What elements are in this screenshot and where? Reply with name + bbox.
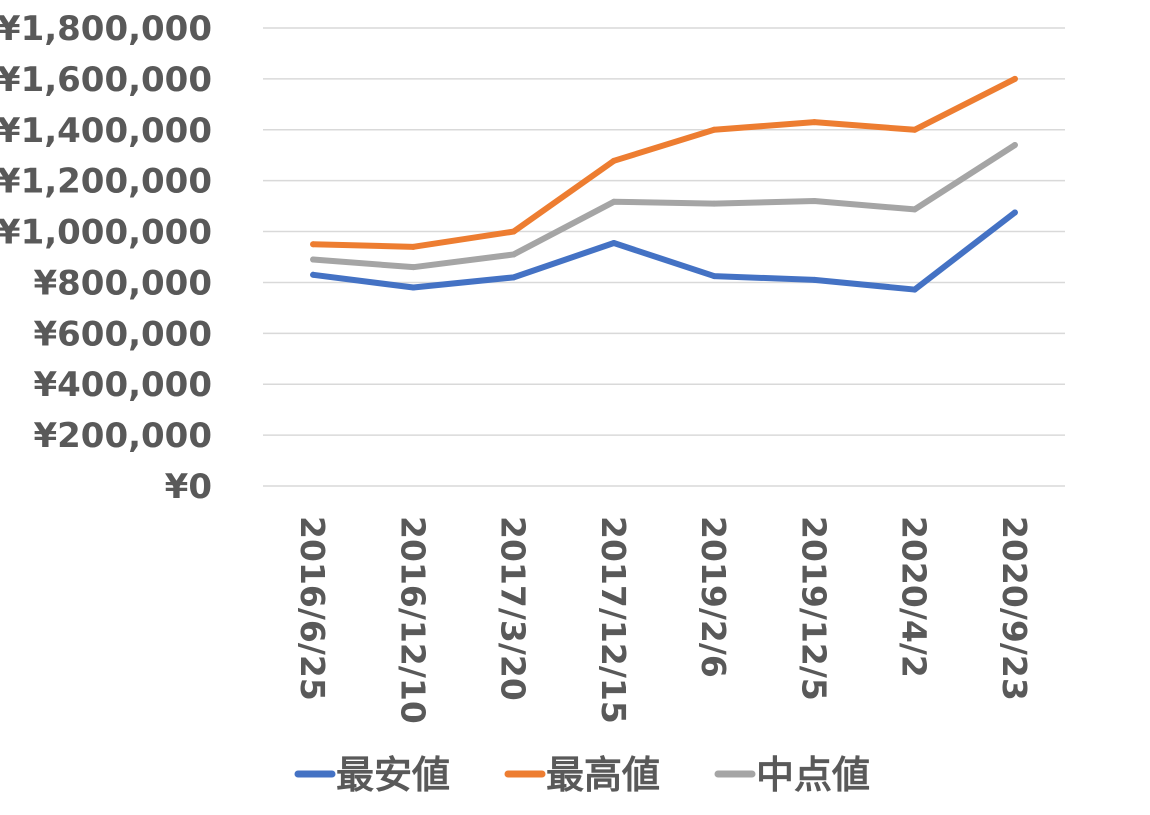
legend-label: 最安値 [336,753,450,797]
y-tick-label: ¥800,000 [33,263,212,303]
y-axis-tick-labels: ¥0 ¥200,000 ¥400,000 ¥600,000 ¥800,000 ¥1,000… [0,9,212,507]
series-lines [310,75,1018,293]
x-tick-label: 2017/3/20 [494,516,533,701]
x-tick-label: 2016/12/10 [393,516,432,724]
y-tick-label: ¥1,600,000 [0,60,212,100]
data-point [911,286,918,293]
data-point [510,228,517,235]
x-tick-label: 2020/4/2 [895,516,934,678]
y-tick-label: ¥1,200,000 [0,162,212,202]
data-point [1011,142,1018,149]
data-point [811,198,818,205]
data-point [711,200,718,207]
y-tick-label: ¥1,000,000 [0,213,212,253]
data-point [310,271,317,278]
series-line-2 [310,75,1018,250]
data-point [610,198,617,205]
x-tick-label: 2019/2/6 [694,516,733,678]
gridlines [263,27,1065,487]
x-tick-label: 2017/12/15 [594,516,633,724]
legend-label: 最高値 [546,753,660,797]
series-line-1 [310,209,1018,293]
y-tick-label: ¥1,800,000 [0,9,212,49]
data-point [811,276,818,283]
y-tick-label: ¥0 [165,467,212,507]
data-point [811,119,818,126]
data-point [711,273,718,280]
y-tick-label: ¥200,000 [33,416,212,456]
x-tick-label: 2020/9/23 [995,516,1034,701]
data-point [911,206,918,213]
series-line-3 [310,142,1018,271]
data-point [310,256,317,263]
legend: 最安値 最高値 中点値 [294,753,870,797]
y-tick-label: ¥1,400,000 [0,111,212,151]
data-point [410,264,417,271]
data-point [1011,75,1018,82]
data-point [610,157,617,164]
y-tick-label: ¥400,000 [33,365,212,405]
x-tick-label: 2016/6/25 [293,516,332,701]
data-point [410,243,417,250]
data-point [1011,209,1018,216]
data-point [410,284,417,291]
legend-label: 中点値 [756,753,870,797]
data-point [310,241,317,248]
y-tick-label: ¥600,000 [33,314,212,354]
data-point [911,126,918,133]
data-point [510,274,517,281]
data-point [510,251,517,258]
x-axis-tick-labels: 2016/6/25 2016/12/10 2017/3/20 2017/12/15 20… [293,516,1034,724]
data-point [610,240,617,247]
x-tick-label: 2019/12/5 [794,516,833,701]
data-point [711,126,718,133]
